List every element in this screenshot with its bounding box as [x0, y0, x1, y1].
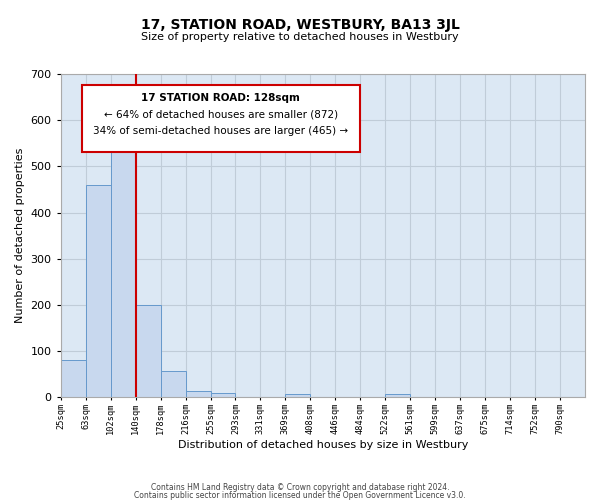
Text: Size of property relative to detached houses in Westbury: Size of property relative to detached ho…: [141, 32, 459, 42]
Bar: [211, 393, 235, 398]
Text: 34% of semi-detached houses are larger (465) →: 34% of semi-detached houses are larger (…: [93, 126, 348, 136]
Bar: [161, 371, 185, 398]
Text: 17 STATION ROAD: 128sqm: 17 STATION ROAD: 128sqm: [141, 94, 300, 104]
Bar: [61, 360, 86, 398]
Bar: [110, 144, 136, 398]
Bar: [136, 305, 161, 398]
Bar: [385, 394, 410, 398]
FancyBboxPatch shape: [82, 86, 359, 152]
X-axis label: Distribution of detached houses by size in Westbury: Distribution of detached houses by size …: [178, 440, 468, 450]
Text: 17, STATION ROAD, WESTBURY, BA13 3JL: 17, STATION ROAD, WESTBURY, BA13 3JL: [140, 18, 460, 32]
Bar: [86, 185, 110, 398]
Text: Contains public sector information licensed under the Open Government Licence v3: Contains public sector information licen…: [134, 492, 466, 500]
Text: ← 64% of detached houses are smaller (872): ← 64% of detached houses are smaller (87…: [104, 110, 338, 120]
Bar: [185, 391, 211, 398]
Y-axis label: Number of detached properties: Number of detached properties: [15, 148, 25, 324]
Bar: [286, 394, 310, 398]
Text: Contains HM Land Registry data © Crown copyright and database right 2024.: Contains HM Land Registry data © Crown c…: [151, 483, 449, 492]
